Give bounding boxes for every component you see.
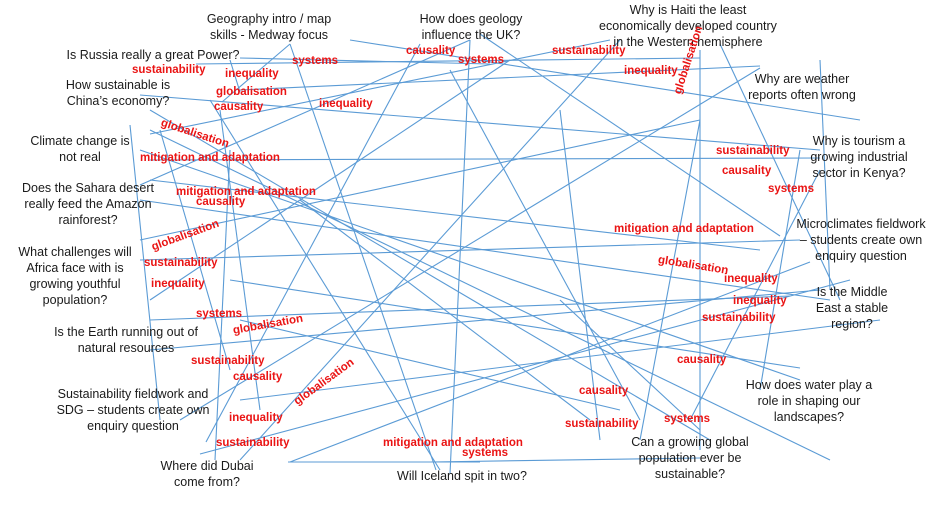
concept-label: sustainability (552, 45, 626, 57)
concept-label: sustainability (702, 312, 776, 324)
connection-line (139, 149, 801, 381)
connection-line (209, 99, 441, 471)
connection-line (559, 299, 701, 431)
connection-line (149, 179, 761, 251)
question-dubai: Where did Dubai come from? (160, 459, 254, 489)
concept-label: systems (458, 54, 505, 66)
connection-line (349, 39, 861, 121)
concept-label: sustainability (565, 418, 639, 430)
connection-line (759, 149, 801, 391)
connection-line (149, 59, 511, 301)
concept-label: causality (214, 101, 264, 113)
connection-line (179, 67, 761, 421)
connection-line (149, 39, 611, 135)
connection-line (449, 39, 471, 475)
connection-line (159, 129, 231, 371)
connection-line (129, 124, 161, 421)
connection-line (149, 129, 831, 461)
concept-label: inequality (733, 295, 787, 307)
connection-line (719, 43, 841, 301)
connection-line (139, 39, 471, 186)
question-middle-east: Is the Middle East a stable region? (815, 285, 889, 331)
connection-line (289, 43, 437, 471)
question-earth-resources: Is the Earth running out of natural reso… (54, 325, 198, 355)
connection-line (289, 261, 811, 463)
question-sustainability-fieldwork: Sustainability fieldwork and SDG – stude… (56, 387, 210, 433)
question-weather-reports: Why are weather reports often wrong (748, 72, 856, 102)
connection-line (239, 57, 491, 65)
connection-line (559, 109, 601, 441)
connection-line (139, 239, 801, 261)
concept-label: mitigation and adaptation (140, 152, 280, 164)
connection-line (139, 199, 831, 301)
concept-label: inequality (225, 68, 279, 80)
connection-line (214, 149, 231, 461)
connection-line (299, 199, 591, 421)
connection-line (139, 94, 821, 151)
question-microclimates-fieldwork: Microclimates fieldwork – students creat… (796, 217, 926, 263)
concept-label: mitigation and adaptation (614, 223, 754, 235)
connection-line (149, 109, 711, 441)
concept-label: systems (768, 183, 815, 195)
question-uk-geology: How does geology influence the UK? (419, 12, 523, 42)
concept-label: causality (196, 196, 246, 208)
concept-label: causality (406, 45, 456, 57)
question-geography-intro: Geography intro / map skills - Medway fo… (206, 12, 332, 42)
concept-label: systems (292, 55, 339, 67)
concept-label: causality (722, 165, 772, 177)
concept-label: inequality (624, 65, 678, 77)
connection-line (205, 43, 421, 443)
connection-line (229, 59, 241, 93)
connection-line (229, 279, 801, 369)
concept-label: systems (196, 308, 243, 320)
concept-label: inequality (229, 412, 283, 424)
question-kenya-tourism: Why is tourism a growing industrial sect… (810, 134, 908, 180)
question-china-economy: How sustainable is China’s economy? (65, 78, 171, 108)
question-climate-change: Climate change is not real (30, 134, 130, 164)
concept-label: inequality (724, 273, 778, 285)
concept-label: causality (233, 371, 283, 383)
concept-label: globalisation (216, 86, 287, 98)
concept-label: inequality (319, 98, 373, 110)
concept-label: mitigation and adaptation (383, 437, 523, 449)
connection-line (239, 65, 761, 91)
connection-line (221, 43, 291, 103)
concept-label: systems (664, 413, 711, 425)
connection-line (239, 319, 881, 401)
concept-label: causality (579, 385, 629, 397)
question-global-population: Can a growing global population ever be … (631, 435, 749, 481)
concept-label: causality (677, 354, 727, 366)
connection-line (149, 289, 821, 351)
connection-line (199, 279, 851, 455)
connection-line (149, 157, 821, 161)
concept-label: mitigation and adaptation (176, 186, 316, 198)
question-sahara-amazon: Does the Sahara desert really feed the A… (21, 181, 155, 227)
connection-line (429, 457, 701, 463)
concept-label: sustainability (191, 355, 265, 367)
concept-label: sustainability (216, 437, 290, 449)
concept-label: sustainability (716, 145, 790, 157)
connection-line (239, 39, 621, 461)
question-russia: Is Russia really a great Power? (66, 48, 240, 62)
question-iceland: Will Iceland spit in two? (397, 469, 527, 483)
connection-line (139, 119, 701, 241)
connection-line (449, 69, 641, 421)
connection-line (639, 119, 701, 441)
concept-label: inequality (151, 278, 205, 290)
connection-line (819, 59, 831, 291)
question-haiti: Why is Haiti the least economically deve… (599, 3, 777, 49)
concept-label: sustainability (144, 257, 218, 269)
connection-line (149, 295, 791, 321)
connection-line (689, 169, 821, 421)
connection-line (195, 57, 701, 65)
question-africa-population: What challenges will Africa face with is… (18, 245, 132, 307)
concept-label: systems (462, 447, 509, 459)
question-water-landscapes: How does water play a role in shaping ou… (745, 378, 873, 424)
concept-label: sustainability (132, 64, 206, 76)
